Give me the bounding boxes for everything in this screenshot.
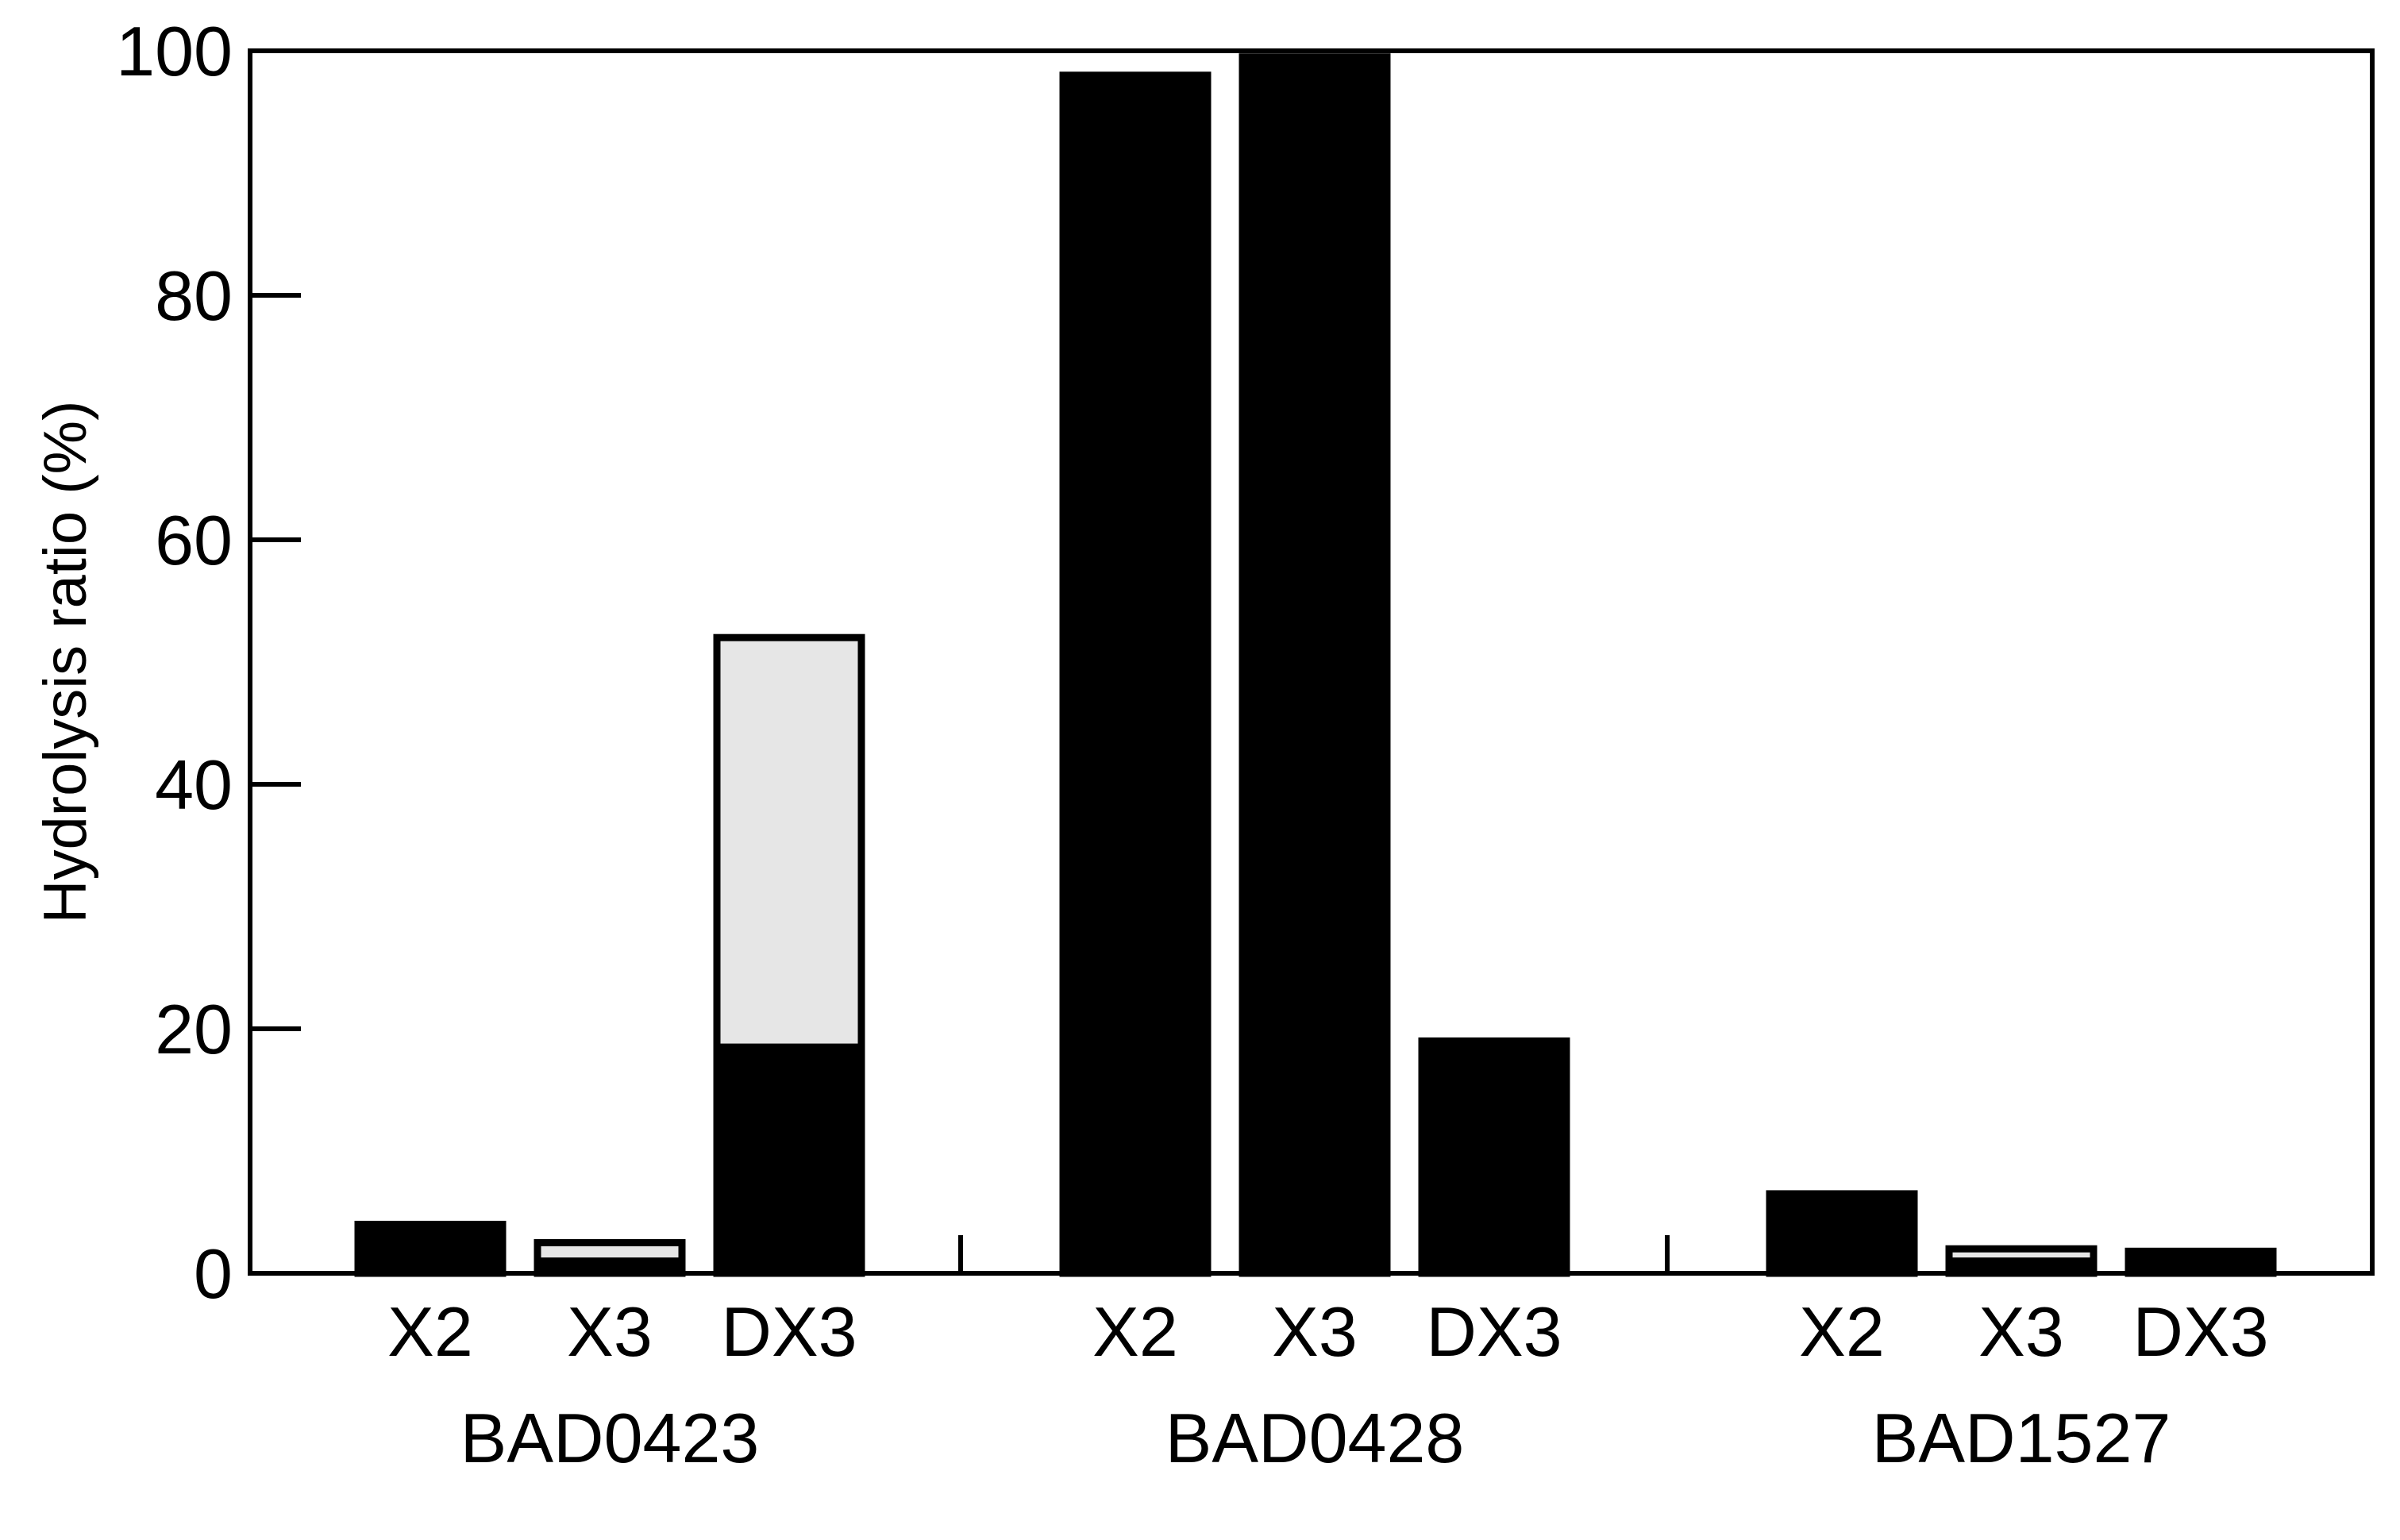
- bar-bad1527-dx3-segment-0: [2125, 1247, 2277, 1277]
- bar-bad0423-dx3-segment-1: [713, 633, 865, 1051]
- labels-layer: 0 20 40 60 80 100 X2 X3 DX3 BAD0423 X2 X3 DX3 BAD0428…: [116, 12, 2268, 1477]
- y-tick-label-0: 0: [194, 1234, 233, 1313]
- y-axis-title: Hydrolysis ratio (%): [32, 401, 99, 924]
- bar-bad0428-x2-segment-0: [1059, 71, 1212, 1277]
- x-tick-label-bad1527-x3: X3: [1978, 1292, 2064, 1371]
- bar-bad0423-dx3-segment-0: [713, 1043, 865, 1277]
- x-tick-label-bad0423-dx3: DX3: [721, 1292, 857, 1371]
- y-tick-label-80: 80: [155, 256, 233, 335]
- x-tick-label-bad1527-x2: X2: [1799, 1292, 1885, 1371]
- group-label-bad1527: BAD1527: [1872, 1399, 2171, 1477]
- x-tick-label-bad0423-x2: X2: [387, 1292, 473, 1371]
- bar-bad0423-x2-segment-0: [354, 1220, 507, 1277]
- y-tick-label-60: 60: [155, 501, 233, 579]
- bar-bad1527-x3-segment-1: [1945, 1245, 2098, 1265]
- bar-bad0428-dx3-segment-0: [1418, 1043, 1570, 1277]
- x-tick-label-bad0428-x2: X2: [1092, 1292, 1178, 1371]
- axes-layer: [248, 48, 2375, 1276]
- bar-bad0428-x3-segment-0: [1239, 53, 1391, 1277]
- group-label-bad0423: BAD0423: [460, 1399, 760, 1477]
- x-tick-label-bad0423-x3: X3: [567, 1292, 653, 1371]
- y-tick-label-20: 20: [155, 990, 233, 1068]
- y-tick-label-40: 40: [155, 745, 233, 824]
- bars-layer: [354, 53, 2277, 1277]
- bar-bad1527-x2-segment-0: [1766, 1190, 1918, 1277]
- x-tick-label-bad0428-x3: X3: [1272, 1292, 1358, 1371]
- x-tick-label-bad0428-dx3: DX3: [1426, 1292, 1562, 1371]
- bar-bad0423-x3-segment-1: [534, 1239, 686, 1265]
- y-tick-label-100: 100: [116, 12, 233, 90]
- group-label-bad0428: BAD0428: [1165, 1399, 1465, 1477]
- plot-frame: [248, 48, 2375, 1276]
- bar-bad0428-dx3-segment-1: [1418, 1037, 1570, 1051]
- x-tick-label-bad1527-dx3: DX3: [2132, 1292, 2268, 1371]
